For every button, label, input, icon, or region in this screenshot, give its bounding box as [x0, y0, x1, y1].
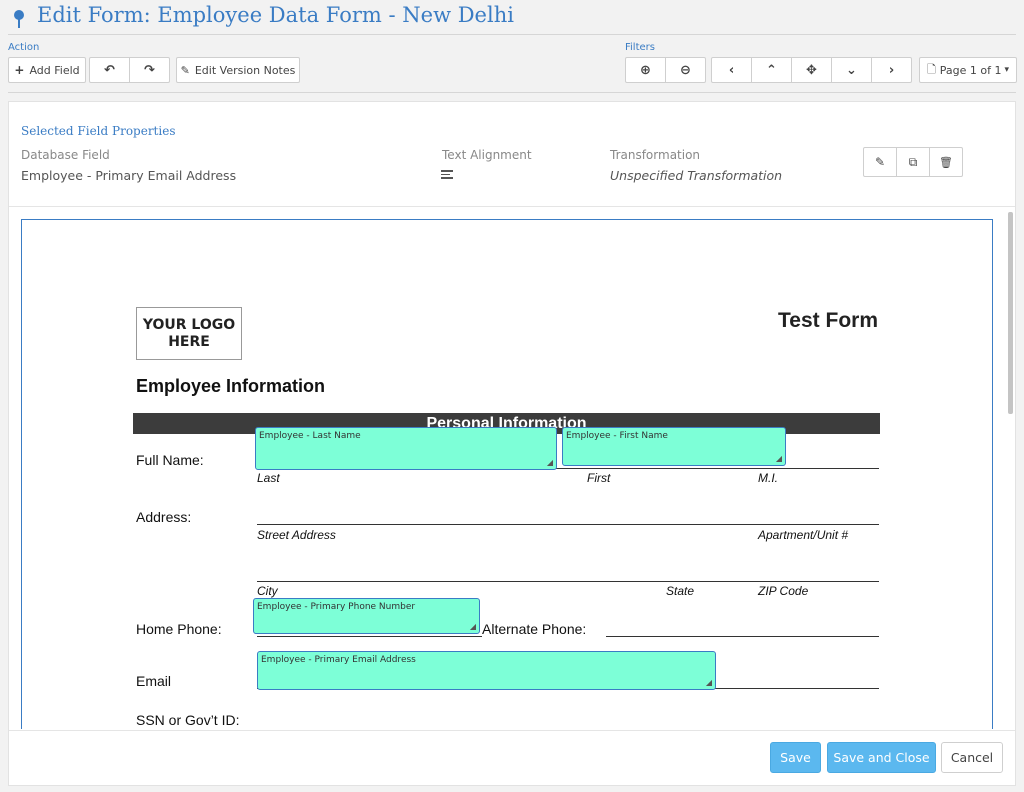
trash-icon: 🗑 [939, 155, 953, 169]
page-header: Edit Form: Employee Data Form - New Delh… [8, 0, 1016, 35]
state-sublabel: State [666, 584, 695, 598]
map-pin-icon-stem [18, 18, 20, 28]
pan-up-button[interactable]: ⌃ [751, 57, 792, 83]
address-label: Address: [136, 509, 192, 525]
zoom-button-group: ⊕ ⊖ [625, 57, 706, 83]
page-title: Edit Form: Employee Data Form - New Delh… [37, 3, 514, 27]
ssn-label: SSN or Gov’t ID: [136, 712, 240, 728]
zoom-out-button[interactable]: ⊖ [665, 57, 706, 83]
redo-icon: ↷ [144, 62, 155, 78]
resize-handle-icon[interactable]: ◢ [546, 458, 553, 467]
chevron-up-icon: ⌃ [766, 62, 777, 78]
zoom-in-button[interactable]: ⊕ [625, 57, 666, 83]
center-button[interactable]: ✥ [791, 57, 832, 83]
add-field-label: Add Field [29, 63, 80, 77]
page-icon: 🗋 [926, 62, 936, 76]
field-primary-phone[interactable]: Employee - Primary Phone Number ◢ [253, 598, 480, 634]
edit-version-notes-button[interactable]: ✎ Edit Version Notes [176, 57, 300, 83]
city-sublabel: City [257, 584, 278, 598]
history-button-group: ↶ ↷ [89, 57, 170, 83]
editor-panel: Selected Field Properties Database Field… [8, 101, 1016, 786]
resize-handle-icon[interactable]: ◢ [469, 622, 476, 631]
database-field-value: Employee - Primary Email Address [21, 168, 237, 183]
apt-sublabel: Apartment/Unit # [758, 528, 849, 542]
delete-field-button[interactable]: 🗑 [929, 147, 963, 177]
document-scrollbar[interactable] [1008, 212, 1013, 414]
copy-icon: ⧉ [908, 154, 918, 169]
database-field-label: Database Field [21, 148, 110, 162]
toolbar-divider [8, 92, 1016, 93]
first-sublabel: First [587, 471, 611, 485]
pencil-icon: ✎ [180, 63, 190, 77]
cancel-button[interactable]: Cancel [941, 742, 1003, 773]
street-sublabel: Street Address [257, 528, 336, 542]
mi-sublabel: M.I. [758, 471, 778, 485]
chevron-left-icon: ‹ [728, 62, 735, 78]
zoom-out-icon: ⊖ [680, 62, 691, 78]
map-pin-icon [14, 10, 24, 20]
full-name-line [257, 468, 879, 469]
street-line [257, 524, 879, 525]
home-phone-line [257, 636, 482, 637]
redo-button[interactable]: ↷ [129, 57, 170, 83]
field-primary-phone-label: Employee - Primary Phone Number [257, 602, 416, 612]
resize-handle-icon[interactable]: ◢ [705, 678, 712, 687]
undo-icon: ↶ [104, 62, 115, 78]
page-selector-dropdown[interactable]: 🗋 Page 1 of 1 ▾ [919, 57, 1017, 83]
footer-divider [9, 730, 1015, 731]
save-button[interactable]: Save [770, 742, 821, 773]
transformation-value: Unspecified Transformation [610, 168, 783, 183]
navigation-button-group: ‹ ⌃ ✥ ⌄ › [711, 57, 912, 83]
document-page: YOUR LOGO HERE Test Form Employee Inform… [22, 220, 992, 729]
chevron-down-icon: ⌄ [846, 62, 857, 78]
page-selector-label: Page 1 of 1 [939, 63, 1002, 77]
pan-down-button[interactable]: ⌄ [831, 57, 872, 83]
selected-field-properties-title: Selected Field Properties [21, 124, 176, 138]
pan-left-button[interactable]: ‹ [711, 57, 752, 83]
resize-handle-icon[interactable]: ◢ [775, 454, 782, 463]
save-and-close-button[interactable]: Save and Close [827, 742, 936, 773]
pan-right-button[interactable]: › [871, 57, 912, 83]
email-label: Email [136, 673, 172, 689]
full-name-label: Full Name: [136, 452, 204, 468]
plus-icon: + [14, 63, 25, 77]
crosshair-icon: ✥ [806, 62, 817, 78]
edit-field-button[interactable]: ✎ [863, 147, 897, 177]
alternate-phone-label: Alternate Phone: [482, 621, 587, 637]
copy-field-button[interactable]: ⧉ [896, 147, 930, 177]
edit-icon: ✎ [874, 155, 886, 169]
properties-divider [9, 206, 1015, 207]
chevron-right-icon: › [888, 62, 895, 78]
alternate-phone-line [606, 636, 879, 637]
text-alignment-label: Text Alignment [442, 148, 532, 162]
document-viewer[interactable]: YOUR LOGO HERE Test Form Employee Inform… [21, 219, 993, 729]
transformation-label: Transformation [610, 148, 701, 162]
zoom-in-icon: ⊕ [640, 62, 651, 78]
caret-down-icon: ▾ [1004, 65, 1010, 75]
last-sublabel: Last [257, 471, 280, 485]
filters-label: Filters [625, 42, 655, 53]
section-title: Employee Information [136, 376, 326, 396]
undo-button[interactable]: ↶ [89, 57, 130, 83]
field-actions-group: ✎ ⧉ 🗑 [863, 147, 963, 177]
field-last-name[interactable]: Employee - Last Name ◢ [255, 427, 557, 470]
edit-version-notes-label: Edit Version Notes [194, 63, 296, 77]
add-field-button[interactable]: + Add Field [8, 57, 86, 83]
field-last-name-label: Employee - Last Name [259, 431, 361, 441]
zip-sublabel: ZIP Code [758, 584, 809, 598]
city-line [257, 581, 879, 582]
field-primary-email[interactable]: Employee - Primary Email Address ◢ [257, 651, 716, 690]
field-primary-email-label: Employee - Primary Email Address [261, 655, 416, 665]
form-title: Test Form [778, 309, 878, 332]
action-label: Action [8, 42, 40, 53]
field-first-name-label: Employee - First Name [566, 431, 668, 441]
home-phone-label: Home Phone: [136, 621, 222, 637]
logo-placeholder: YOUR LOGO HERE [136, 307, 242, 360]
field-first-name[interactable]: Employee - First Name ◢ [562, 427, 786, 466]
align-left-icon [441, 170, 453, 180]
